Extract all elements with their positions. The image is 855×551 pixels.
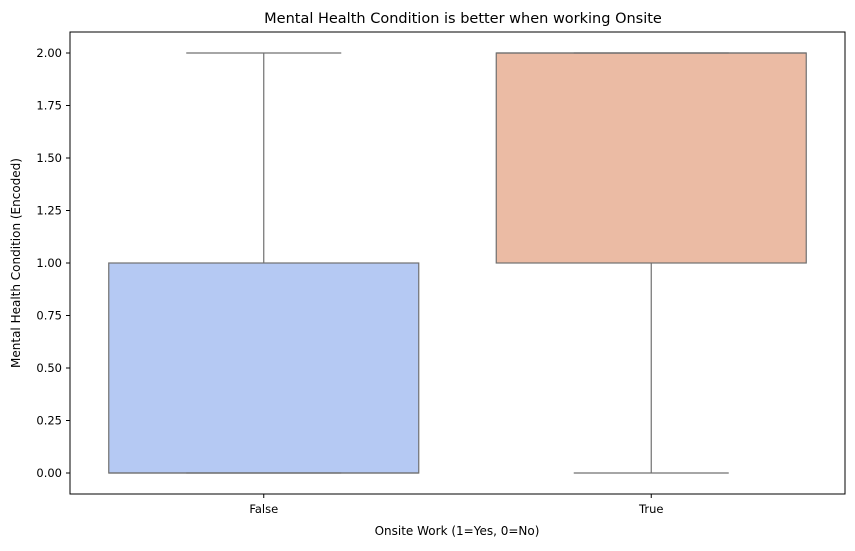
y-axis: 0.00 0.25 0.50 0.75 1.00 1.25 1.50 1.75 2.00 <box>36 46 70 480</box>
x-tick-label: True <box>638 502 663 516</box>
y-tick-label: 1.50 <box>36 151 62 165</box>
box-group-false <box>108 52 420 474</box>
y-tick-label: 0.00 <box>36 466 62 480</box>
box-iqr <box>108 262 420 474</box>
x-axis-label: Onsite Work (1=Yes, 0=No) <box>375 524 540 538</box>
y-tick-label: 2.00 <box>36 46 62 60</box>
y-tick-label: 0.25 <box>36 414 62 428</box>
x-tick-label: False <box>249 502 278 516</box>
x-axis: False True <box>249 494 663 516</box>
y-tick-label: 1.00 <box>36 256 62 270</box>
chart-title: Mental Health Condition is better when w… <box>264 11 662 27</box>
y-tick-label: 1.75 <box>36 99 62 113</box>
y-tick-label: 1.25 <box>36 204 62 218</box>
y-tick-label: 0.75 <box>36 309 62 323</box>
plot-area <box>69 31 846 495</box>
box-group-true <box>495 52 807 474</box>
y-tick-label: 0.50 <box>36 361 62 375</box>
box-iqr <box>495 52 807 264</box>
y-axis-label: Mental Health Condition (Encoded) <box>9 158 23 368</box>
